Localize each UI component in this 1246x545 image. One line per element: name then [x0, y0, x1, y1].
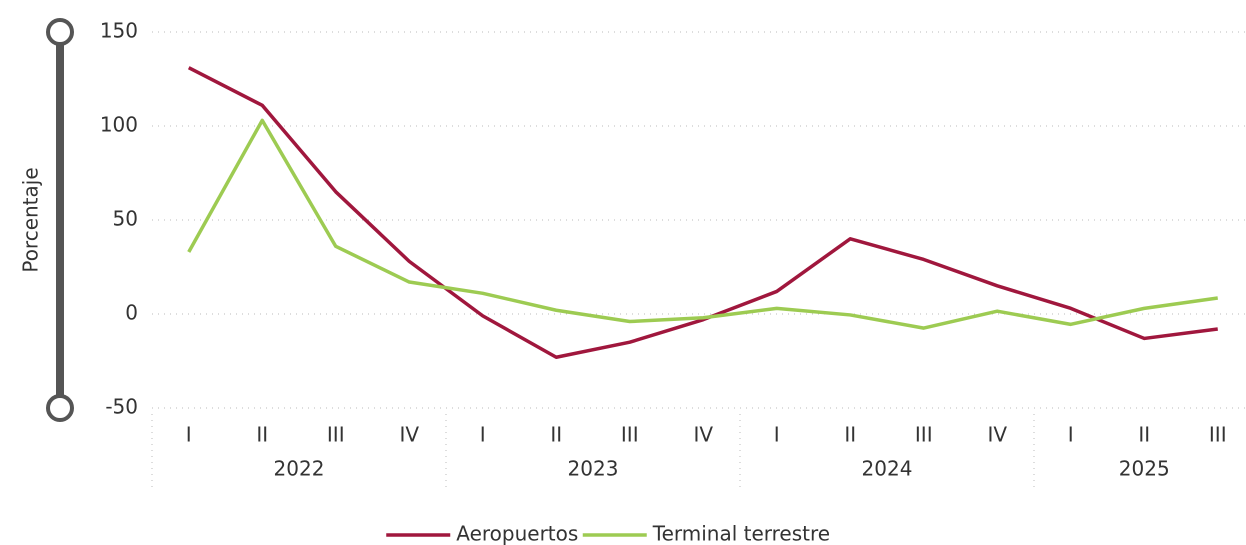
x-tick-label: II	[550, 423, 562, 447]
x-tick-label: I	[1068, 423, 1074, 447]
x-tick-label: II	[256, 423, 268, 447]
x-group-label: 2023	[568, 457, 619, 481]
x-group-label: 2022	[274, 457, 325, 481]
x-tick-label: III	[915, 423, 933, 447]
x-tick-label: IV	[987, 423, 1007, 447]
x-group-label: 2025	[1119, 457, 1170, 481]
x-tick-label: IV	[399, 423, 419, 447]
x-tick-label: I	[774, 423, 780, 447]
legend-label: Aeropuertos	[456, 522, 578, 545]
x-tick-label: III	[1209, 423, 1227, 447]
x-group-label: 2024	[862, 457, 913, 481]
y-tick-label: 150	[100, 19, 138, 43]
legend-label: Terminal terrestre	[652, 522, 830, 545]
y-tick-label: -50	[105, 395, 138, 419]
series-line	[187, 118, 1218, 330]
y-tick-label: 50	[113, 207, 138, 231]
y-tick-label: 0	[125, 301, 138, 325]
x-tick-label: III	[621, 423, 639, 447]
range-slider	[46, 18, 74, 422]
slider-handle	[46, 394, 74, 422]
y-tick-label: 100	[100, 113, 138, 137]
x-tick-label: II	[844, 423, 856, 447]
x-tick-label: II	[1138, 423, 1150, 447]
y-axis-label: Porcentaje	[19, 167, 43, 272]
x-tick-label: IV	[693, 423, 713, 447]
series-line	[187, 66, 1218, 359]
slider-handle	[46, 18, 74, 46]
x-tick-label: I	[480, 423, 486, 447]
x-tick-label: I	[186, 423, 192, 447]
x-tick-label: III	[327, 423, 345, 447]
